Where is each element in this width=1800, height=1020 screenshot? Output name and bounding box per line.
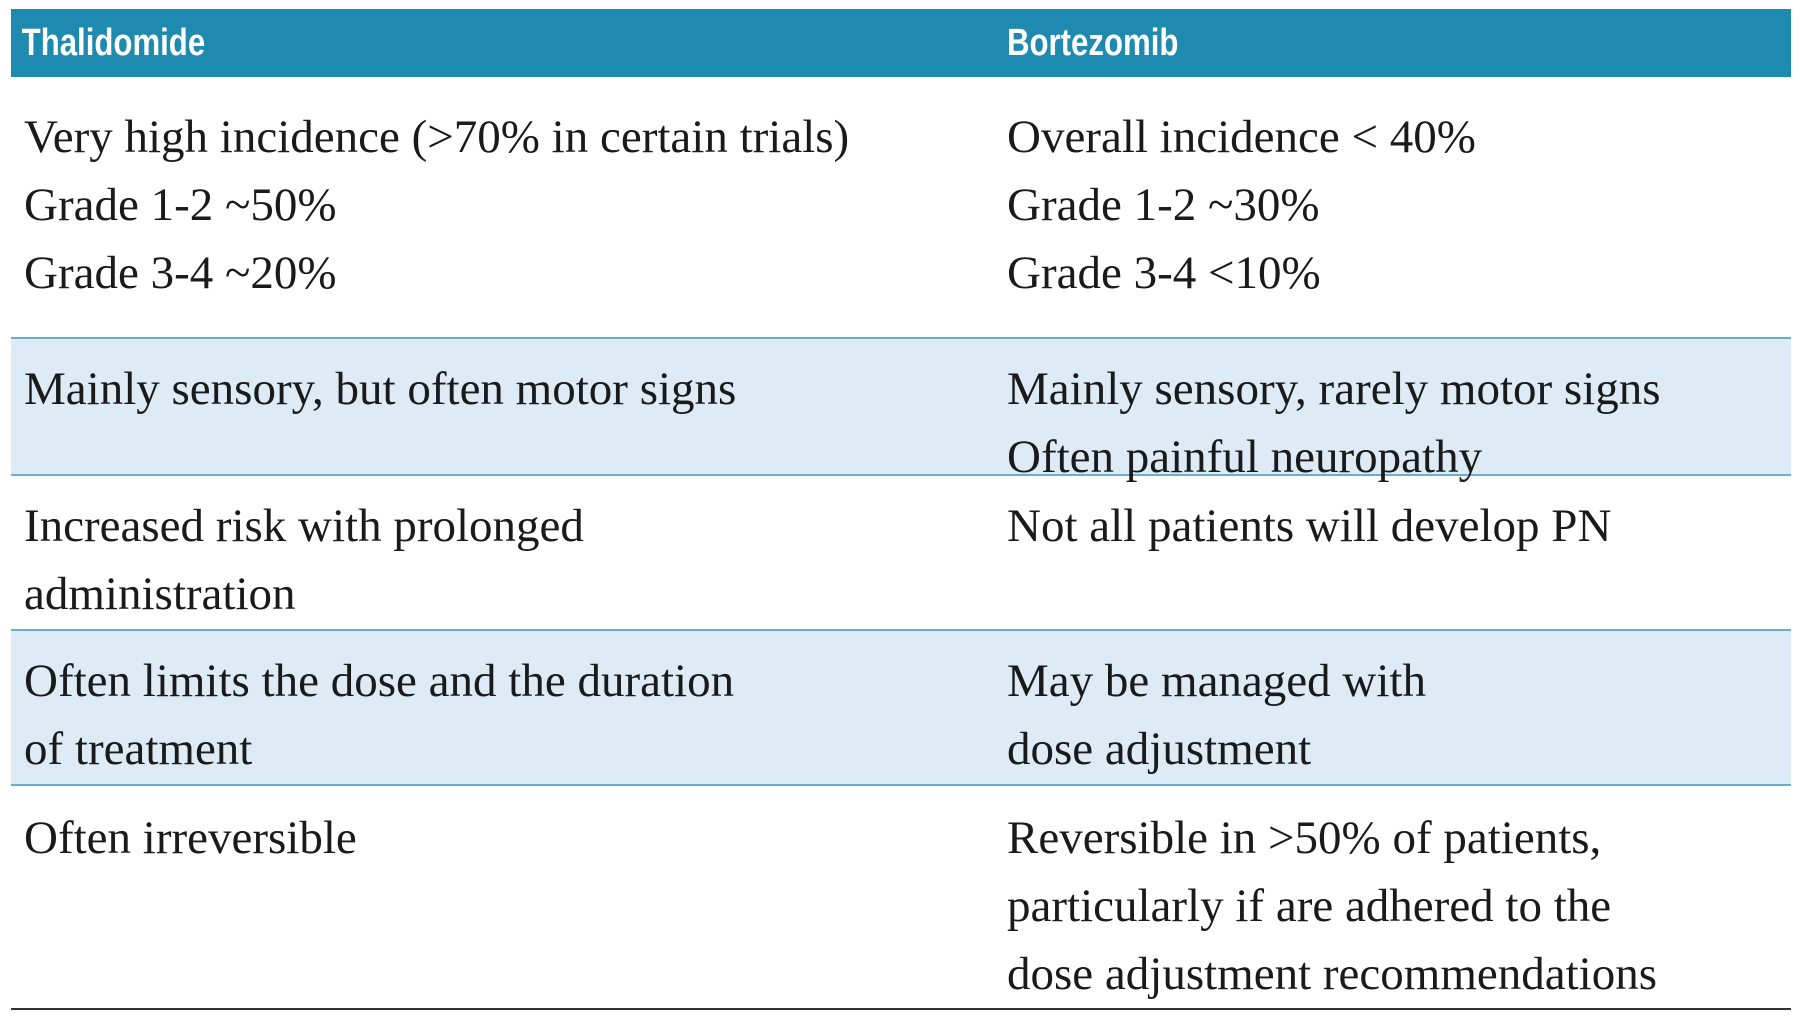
header-cell: Thalidomide (21, 21, 206, 64)
cell-line: Grade 1-2 ~30% (1007, 179, 1320, 231)
cell-line: Mainly sensory, rarely motor signs (1007, 363, 1661, 415)
header-row: Thalidomide Bortezomib (11, 9, 1791, 77)
table-body: Very high incidence (>70% in certain tri… (11, 77, 1791, 1010)
cell-line: Overall incidence < 40% (1007, 111, 1476, 163)
table-cell: Reversible in >50% of patients, particula… (1007, 804, 1791, 1008)
cell-line: Grade 3-4 <10% (1007, 247, 1321, 299)
table-cell: May be managed with dose adjustment (1007, 647, 1791, 784)
table-row: Often limits the dose and the duration of… (11, 631, 1791, 786)
table-row: Very high incidence (>70% in certain tri… (11, 77, 1791, 339)
table-row: Increased risk with prolonged administrat… (11, 476, 1791, 631)
table-cell: Mainly sensory, rarely motor signs Often … (1007, 355, 1791, 483)
cell-line: dose adjustment (1007, 723, 1312, 775)
cell-line: administration (24, 568, 296, 620)
table-cell: Often limits the dose and the duration of… (11, 647, 1007, 784)
table-cell: Overall incidence < 40% Grade 1-2 ~30% Gra… (1007, 103, 1791, 337)
table-row: Often irreversible Reversible in >50% of … (11, 786, 1791, 1010)
cell-line: Often painful neuropathy (1007, 431, 1483, 483)
cell-line: Reversible in >50% of patients, (1007, 812, 1602, 864)
cell-line: Not all patients will develop PN (1007, 500, 1612, 552)
cell-line: of treatment (24, 723, 253, 775)
table-cell: Often irreversible (11, 804, 1007, 1008)
cell-line: Grade 1-2 ~50% (24, 179, 337, 231)
cell-line: May be managed with (1007, 655, 1426, 707)
table-cell: Very high incidence (>70% in certain tri… (11, 103, 1007, 337)
header-cell: Bortezomib (1007, 21, 1179, 64)
cell-line: Grade 3-4 ~20% (24, 247, 337, 299)
cell-line: Increased risk with prolonged (24, 500, 584, 552)
cell-line: Very high incidence (>70% in certain tri… (24, 111, 850, 163)
cell-line: Mainly sensory, but often motor signs (24, 363, 737, 415)
cell-line: dose adjustment recommendations (1007, 948, 1658, 1000)
cell-line: Often irreversible (24, 812, 357, 864)
table-row: Mainly sensory, but often motor signs Mai… (11, 339, 1791, 483)
table: Thalidomide Bortezomib Very high inciden… (11, 9, 1791, 1010)
table-cell: Not all patients will develop PN (1007, 492, 1791, 629)
cell-line: particularly if are adhered to the (1007, 880, 1612, 932)
table-cell: Mainly sensory, but often motor signs (11, 355, 1007, 474)
cell-line: Often limits the dose and the duration (24, 655, 735, 707)
table-cell: Increased risk with prolonged administrat… (11, 492, 1007, 629)
